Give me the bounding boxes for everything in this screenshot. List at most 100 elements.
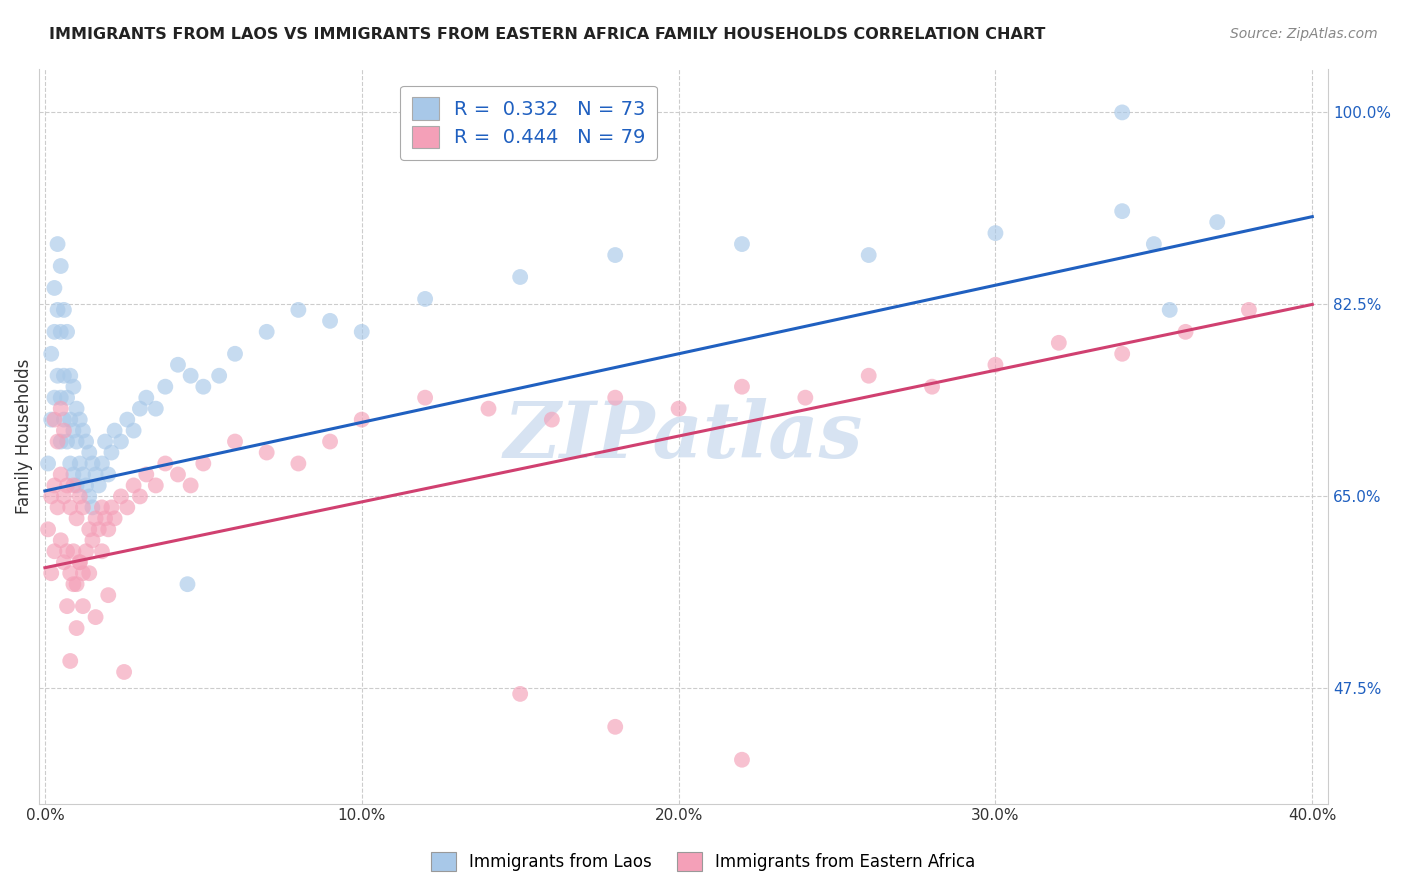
Text: IMMIGRANTS FROM LAOS VS IMMIGRANTS FROM EASTERN AFRICA FAMILY HOUSEHOLDS CORRELA: IMMIGRANTS FROM LAOS VS IMMIGRANTS FROM … — [49, 27, 1046, 42]
Point — [413, 391, 436, 405]
Point — [65, 511, 87, 525]
Point — [287, 302, 309, 317]
Point — [668, 401, 690, 416]
Point — [46, 302, 69, 317]
Point — [350, 325, 373, 339]
Point — [39, 566, 62, 581]
Point — [1237, 302, 1260, 317]
Point — [477, 401, 499, 416]
Point — [731, 380, 754, 394]
Point — [65, 478, 87, 492]
Y-axis label: Family Households: Family Households — [15, 359, 32, 514]
Point — [59, 457, 82, 471]
Point — [1047, 335, 1070, 350]
Point — [49, 533, 72, 548]
Point — [65, 621, 87, 635]
Legend: Immigrants from Laos, Immigrants from Eastern Africa: Immigrants from Laos, Immigrants from Ea… — [422, 843, 984, 880]
Point — [509, 687, 531, 701]
Legend: R =  0.332   N = 73, R =  0.444   N = 79: R = 0.332 N = 73, R = 0.444 N = 79 — [399, 86, 658, 160]
Point — [77, 490, 100, 504]
Point — [176, 577, 198, 591]
Point — [65, 401, 87, 416]
Point — [100, 500, 122, 515]
Point — [90, 500, 112, 515]
Point — [97, 467, 120, 482]
Point — [65, 434, 87, 449]
Point — [97, 522, 120, 536]
Point — [122, 424, 145, 438]
Point — [56, 478, 79, 492]
Point — [193, 380, 215, 394]
Point — [72, 424, 94, 438]
Point — [509, 270, 531, 285]
Point — [56, 544, 79, 558]
Point — [37, 457, 59, 471]
Point — [731, 753, 754, 767]
Point — [82, 457, 104, 471]
Point — [75, 478, 97, 492]
Point — [75, 434, 97, 449]
Point — [69, 412, 91, 426]
Point — [59, 500, 82, 515]
Text: ZIPatlas: ZIPatlas — [503, 398, 863, 475]
Point — [112, 665, 135, 679]
Point — [921, 380, 943, 394]
Point — [1111, 347, 1133, 361]
Point — [167, 358, 190, 372]
Point — [44, 325, 66, 339]
Point — [62, 577, 84, 591]
Point — [46, 434, 69, 449]
Point — [44, 544, 66, 558]
Point — [72, 467, 94, 482]
Point — [56, 325, 79, 339]
Point — [97, 588, 120, 602]
Point — [39, 490, 62, 504]
Point — [72, 500, 94, 515]
Point — [82, 533, 104, 548]
Point — [69, 555, 91, 569]
Point — [350, 412, 373, 426]
Point — [84, 467, 107, 482]
Point — [82, 500, 104, 515]
Point — [62, 478, 84, 492]
Point — [69, 555, 91, 569]
Point — [1174, 325, 1197, 339]
Point — [180, 478, 202, 492]
Point — [208, 368, 231, 383]
Point — [62, 380, 84, 394]
Point — [104, 511, 127, 525]
Point — [135, 467, 157, 482]
Point — [224, 434, 246, 449]
Point — [319, 314, 342, 328]
Point — [59, 566, 82, 581]
Point — [84, 610, 107, 624]
Point — [65, 577, 87, 591]
Point — [117, 500, 139, 515]
Point — [1143, 237, 1166, 252]
Point — [72, 599, 94, 614]
Point — [39, 347, 62, 361]
Point — [62, 544, 84, 558]
Point — [167, 467, 190, 482]
Point — [52, 368, 75, 383]
Point — [37, 522, 59, 536]
Point — [72, 566, 94, 581]
Point — [49, 467, 72, 482]
Point — [155, 457, 177, 471]
Text: Source: ZipAtlas.com: Source: ZipAtlas.com — [1230, 27, 1378, 41]
Point — [1159, 302, 1181, 317]
Point — [413, 292, 436, 306]
Point — [49, 401, 72, 416]
Point — [193, 457, 215, 471]
Point — [77, 566, 100, 581]
Point — [46, 500, 69, 515]
Point — [87, 522, 110, 536]
Point — [110, 434, 132, 449]
Point — [59, 368, 82, 383]
Point — [1206, 215, 1229, 229]
Point — [319, 434, 342, 449]
Point — [62, 424, 84, 438]
Point — [44, 478, 66, 492]
Point — [49, 259, 72, 273]
Point — [256, 445, 278, 459]
